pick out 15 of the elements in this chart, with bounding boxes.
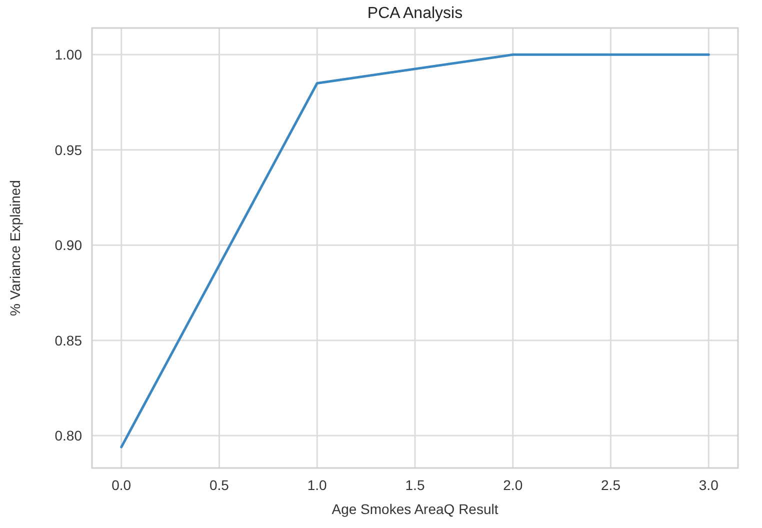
x-tick-label: 1.0 — [307, 477, 328, 493]
x-tick-label: 2.5 — [601, 477, 621, 493]
chart-title: PCA Analysis — [367, 5, 463, 22]
x-tick-label: 2.0 — [503, 477, 523, 493]
x-axis-title: Age Smokes AreaQ Result — [332, 501, 498, 517]
y-tick-label: 0.80 — [54, 428, 82, 444]
x-tick-label: 0.0 — [112, 477, 132, 493]
x-tick-label: 3.0 — [698, 477, 719, 493]
x-tick-label: 0.5 — [210, 477, 230, 493]
y-axis-title: % Variance Explained — [7, 180, 23, 316]
y-tick-label: 1.00 — [54, 46, 82, 63]
y-tick-label: 0.95 — [54, 142, 82, 158]
x-tick-label: 1.5 — [405, 477, 425, 493]
y-tick-label: 0.90 — [54, 237, 82, 254]
y-tick-label: 0.85 — [54, 332, 82, 348]
